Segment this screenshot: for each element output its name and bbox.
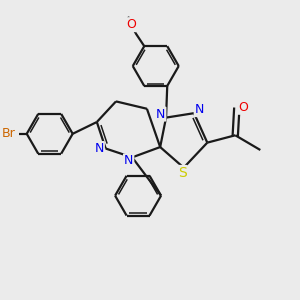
Text: O: O bbox=[238, 101, 248, 114]
Text: S: S bbox=[178, 166, 187, 180]
Text: N: N bbox=[195, 103, 204, 116]
Text: N: N bbox=[94, 142, 104, 155]
Text: Br: Br bbox=[2, 127, 15, 140]
Text: N: N bbox=[156, 108, 165, 121]
Text: N: N bbox=[124, 154, 133, 167]
Text: O: O bbox=[126, 18, 136, 31]
